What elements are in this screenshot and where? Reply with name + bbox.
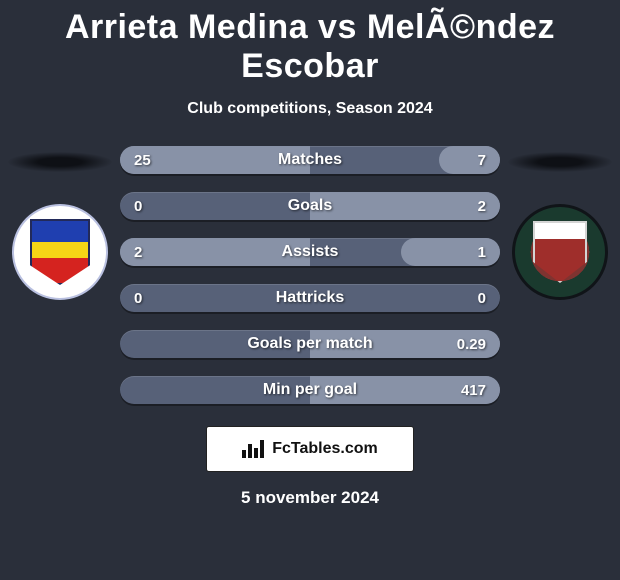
team-logo-left [10,202,110,302]
stat-label: Goals [120,192,500,220]
stats-bars: 257Matches 02Goals 21Assists 00Hattricks 0.2… [120,146,500,404]
stat-row: 257Matches [120,146,500,174]
date-text: 5 november 2024 [0,488,620,508]
chart-icon [242,440,264,458]
team-logo-right [510,202,610,302]
stat-row: 00Hattricks [120,284,500,312]
stat-label: Hattricks [120,284,500,312]
shadow-left [8,152,112,172]
subtitle: Club competitions, Season 2024 [0,100,620,118]
stat-row: 21Assists [120,238,500,266]
stat-row: 417Min per goal [120,376,500,404]
comparison-content: 257Matches 02Goals 21Assists 00Hattricks 0.2… [0,146,620,508]
attribution-badge: FcTables.com [206,426,414,472]
stat-label: Matches [120,146,500,174]
stat-row: 02Goals [120,192,500,220]
stat-label: Assists [120,238,500,266]
stat-label: Min per goal [120,376,500,404]
page-title: Arrieta Medina vs MelÃ©ndez Escobar [0,0,620,86]
stat-label: Goals per match [120,330,500,358]
shadow-right [508,152,612,172]
stat-row: 0.29Goals per match [120,330,500,358]
attribution-text: FcTables.com [272,440,378,458]
